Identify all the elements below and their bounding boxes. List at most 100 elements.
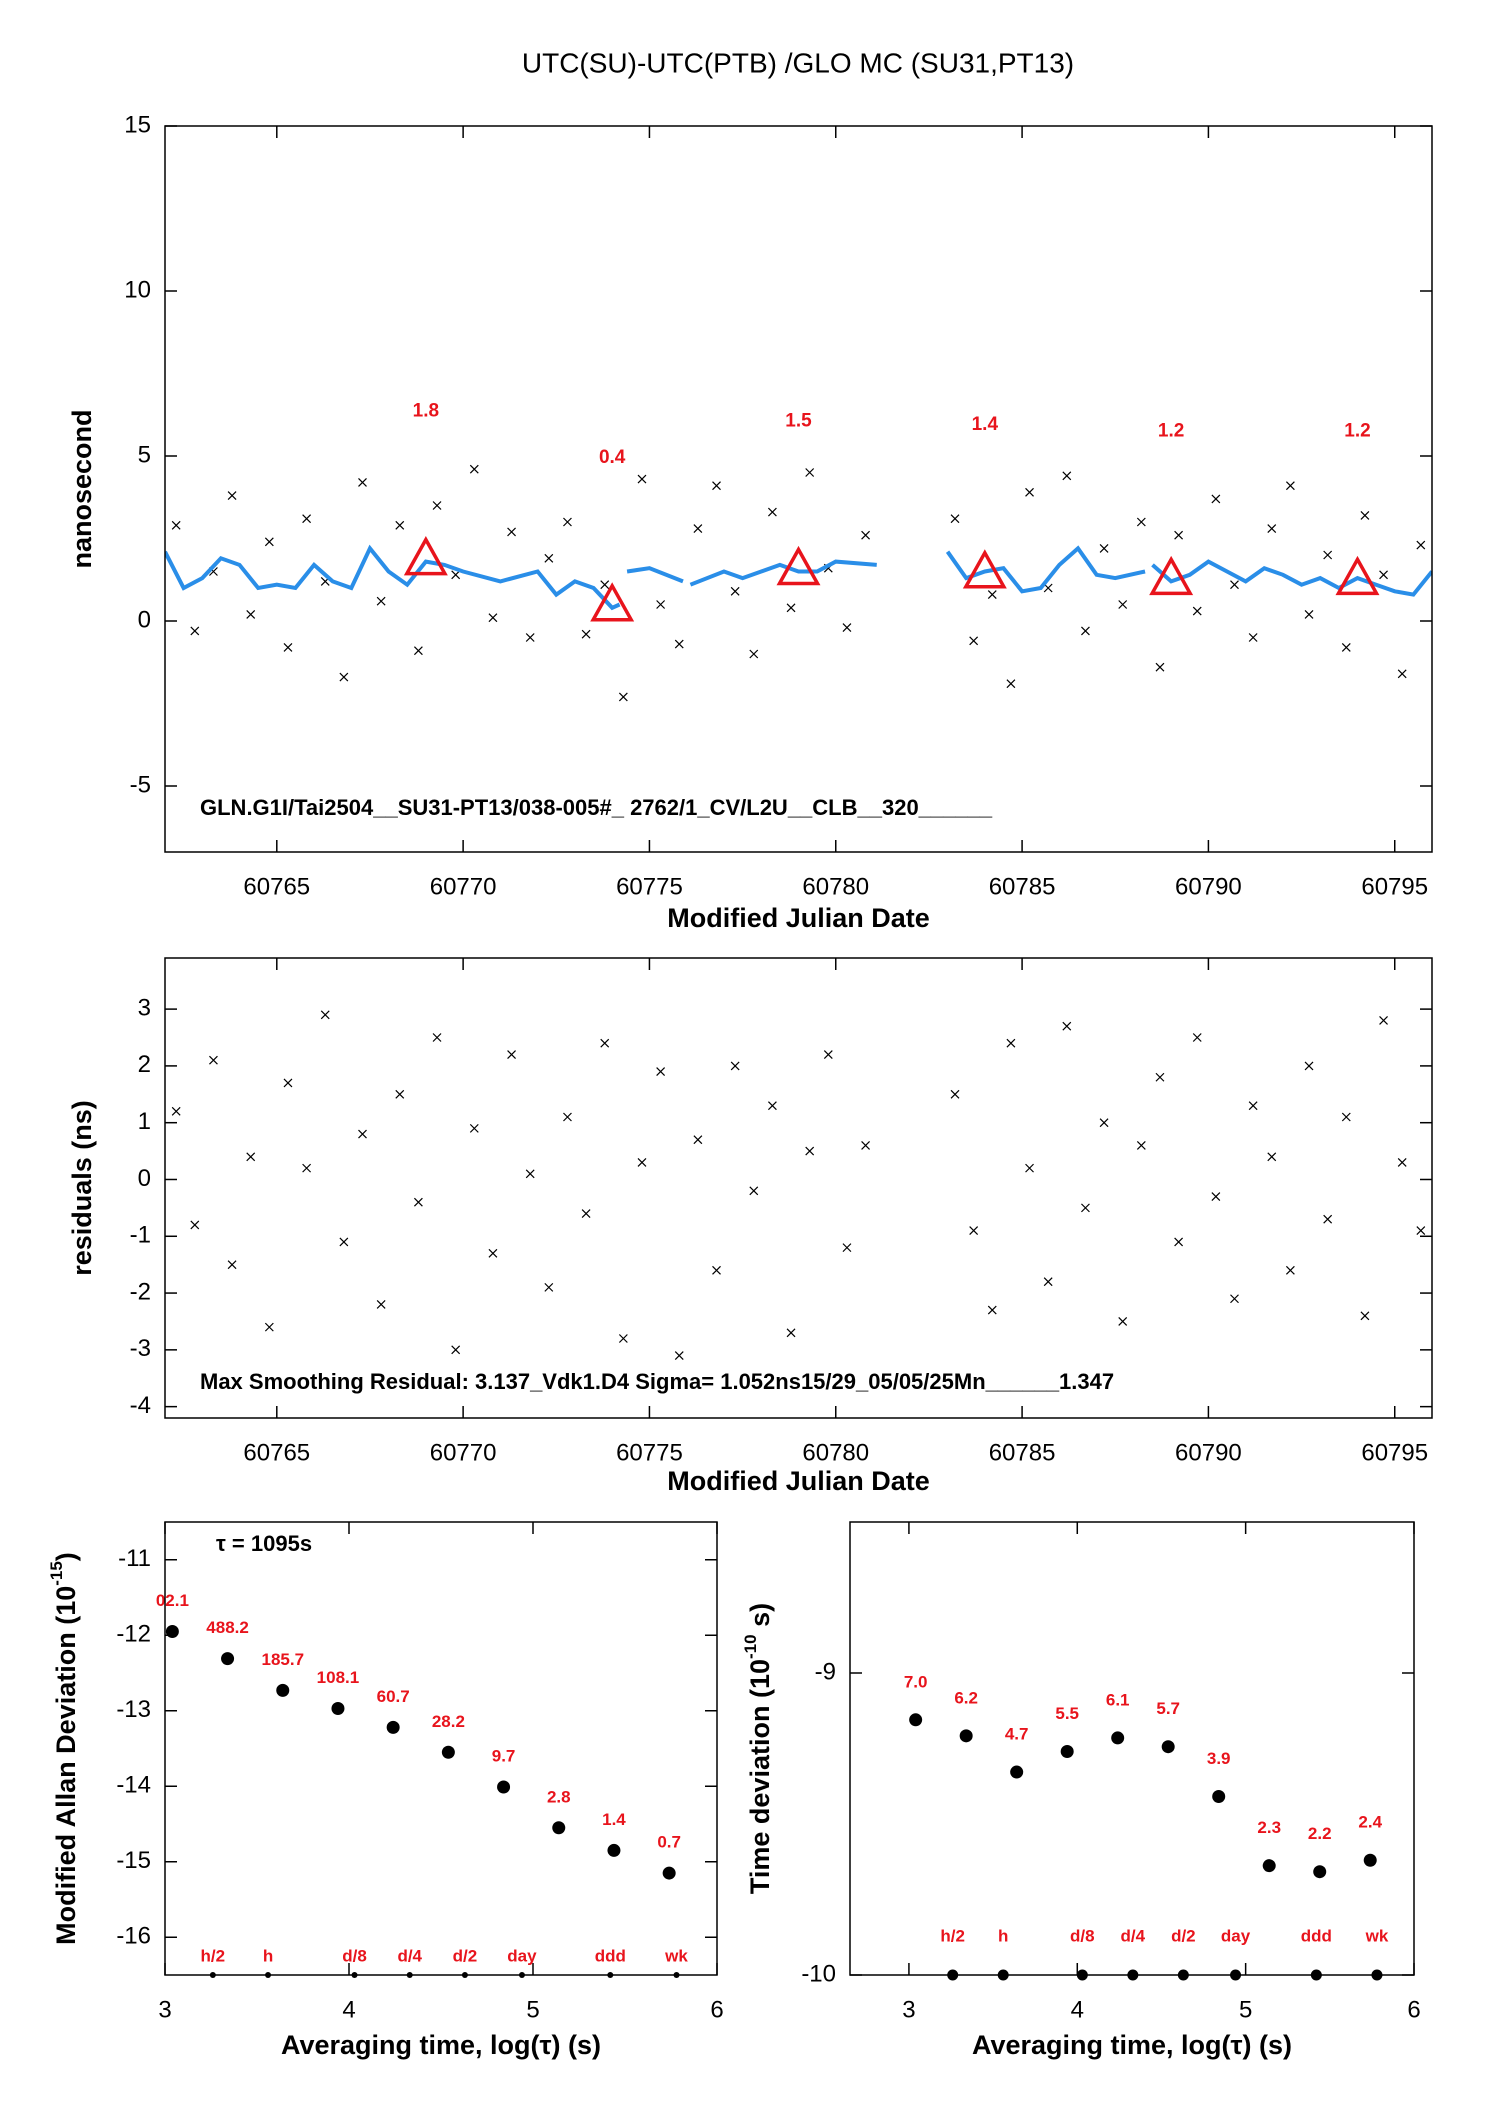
scatter-point xyxy=(618,1334,628,1343)
scatter-point xyxy=(1155,662,1165,672)
scatter-point xyxy=(767,507,777,517)
point-label: 5.5 xyxy=(1055,1704,1079,1723)
point-label: 2.3 xyxy=(1257,1818,1281,1837)
point-label: 6.2 xyxy=(954,1688,978,1707)
scatter-point xyxy=(451,1345,461,1355)
point xyxy=(1010,1765,1024,1779)
scatter-point xyxy=(600,1038,610,1048)
scatter-point xyxy=(1025,487,1034,497)
y-tick-label: -2 xyxy=(130,1278,151,1305)
scatter-point xyxy=(1006,679,1016,689)
scatter-point xyxy=(730,586,740,596)
tau-label: d/8 xyxy=(1070,1926,1095,1945)
tau-label: day xyxy=(507,1946,537,1965)
scatter-point xyxy=(1081,626,1090,636)
scatter-point xyxy=(507,1050,516,1059)
x-tick-label: 4 xyxy=(1071,1996,1084,2023)
scatter-point xyxy=(1267,524,1277,534)
scatter-point xyxy=(246,609,256,619)
scatter-point xyxy=(1025,1163,1034,1173)
scatter-point xyxy=(674,1351,684,1360)
y-tick-label: -3 xyxy=(130,1335,151,1362)
point xyxy=(1161,1740,1175,1754)
y-tick-label: 0 xyxy=(138,606,151,633)
scatter-point xyxy=(283,1078,293,1088)
scatter-point xyxy=(1323,550,1333,560)
scatter-point xyxy=(805,468,815,477)
scatter-point xyxy=(581,629,591,639)
point-label: 0.7 xyxy=(657,1833,681,1852)
y-tick-label: -16 xyxy=(116,1923,151,1950)
point-label: 02.1 xyxy=(156,1591,189,1610)
plot-area xyxy=(165,464,1432,702)
point xyxy=(959,1729,973,1743)
scatter-point xyxy=(767,1101,777,1111)
scatter-point xyxy=(805,1146,815,1156)
scatter-point xyxy=(1397,669,1407,679)
scatter-point xyxy=(1155,1072,1165,1082)
triangle-marker xyxy=(1149,555,1194,596)
y-tick-label: -5 xyxy=(130,771,151,798)
x-tick-label: 60790 xyxy=(1175,1439,1242,1466)
y-axis-label: Time deviation (10-10 s) xyxy=(741,1603,775,1894)
y-axis-label-sup: -15 xyxy=(47,1561,66,1586)
x-tick-label: 6 xyxy=(1407,1996,1420,2023)
scatter-point xyxy=(618,692,628,702)
tau-label: wk xyxy=(664,1946,688,1965)
scatter-point xyxy=(488,1248,498,1258)
tau-label: d/2 xyxy=(453,1946,478,1965)
scatter-point xyxy=(1043,1277,1053,1287)
plot-area xyxy=(171,1010,1426,1360)
plot-frame xyxy=(164,125,1433,853)
scatter-point xyxy=(600,580,610,590)
annotation: GLN.G1I/Tai2504__SU31-PT13/038-005#_ 276… xyxy=(200,795,993,820)
scatter-point xyxy=(823,1050,833,1059)
y-axis-label-text: Modified Allan Deviation (10 xyxy=(51,1586,81,1945)
scatter-point xyxy=(1304,1061,1314,1071)
x-tick-label: 60795 xyxy=(1361,873,1428,900)
value-label: 1.5 xyxy=(785,411,812,432)
tau-label: d/4 xyxy=(1121,1926,1146,1945)
scatter-point xyxy=(1136,517,1146,527)
scatter-point xyxy=(1341,642,1351,652)
scatter-point xyxy=(264,1322,274,1332)
scatter-point xyxy=(376,1299,386,1309)
tau-label: ddd xyxy=(1301,1926,1332,1945)
point xyxy=(552,1821,566,1835)
scatter-point xyxy=(339,672,349,682)
scatter-point xyxy=(1174,530,1184,540)
scatter-point xyxy=(1118,600,1128,609)
y-tick-label: 3 xyxy=(138,994,151,1021)
point xyxy=(1060,1745,1074,1759)
scatter-point xyxy=(712,1265,721,1275)
x-tick-label: 3 xyxy=(902,1996,915,2023)
scatter-point xyxy=(413,1197,423,1207)
triangle-marker xyxy=(403,536,448,576)
y-axis-label-sup: -10 xyxy=(741,1634,760,1659)
scatter-point xyxy=(1136,1140,1146,1150)
scatter-point xyxy=(1230,1294,1239,1304)
scatter-point xyxy=(563,517,572,527)
point xyxy=(386,1720,400,1734)
scatter-point xyxy=(842,1243,852,1253)
x-tick-label: 4 xyxy=(342,1996,355,2023)
scatter-point xyxy=(950,514,960,524)
point-label: 2.2 xyxy=(1308,1824,1332,1843)
scatter-point xyxy=(674,639,684,649)
tau-label: h xyxy=(998,1926,1008,1945)
point-label: 2.8 xyxy=(547,1787,571,1806)
scatter-point xyxy=(1397,1158,1407,1167)
point-label: 3.9 xyxy=(1207,1749,1231,1768)
scatter-point xyxy=(171,1106,181,1116)
plot-frame xyxy=(164,957,1433,1419)
scatter-point xyxy=(1062,471,1072,481)
x-tick-label: 6 xyxy=(710,1996,723,2023)
x-tick-label: 60775 xyxy=(616,873,683,900)
x-tick-label: 60765 xyxy=(243,1439,310,1466)
point-label: 108.1 xyxy=(317,1668,360,1687)
scatter-point xyxy=(1341,1112,1351,1122)
x-axis-label: Modified Julian Date xyxy=(667,1466,930,1496)
scatter-point xyxy=(358,1129,367,1139)
point xyxy=(441,1745,455,1759)
point xyxy=(497,1780,511,1794)
